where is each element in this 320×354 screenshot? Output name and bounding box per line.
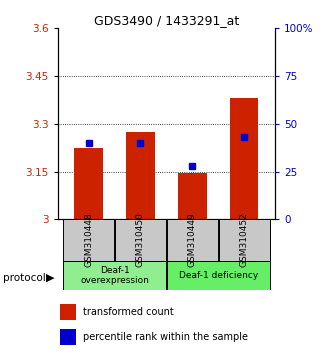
- Bar: [178, 173, 206, 219]
- Text: protocol: protocol: [3, 273, 46, 283]
- Text: Deaf-1 deficiency: Deaf-1 deficiency: [179, 271, 258, 280]
- Text: ▶: ▶: [46, 273, 55, 283]
- Bar: [63, 261, 166, 290]
- Bar: [115, 219, 166, 261]
- Text: transformed count: transformed count: [83, 307, 174, 317]
- Bar: [230, 98, 258, 219]
- Title: GDS3490 / 1433291_at: GDS3490 / 1433291_at: [94, 14, 239, 27]
- Bar: [75, 148, 103, 219]
- Bar: [60, 304, 76, 320]
- Text: GSM310450: GSM310450: [136, 212, 145, 268]
- Text: GSM310452: GSM310452: [240, 213, 249, 267]
- Bar: [219, 219, 269, 261]
- Bar: [167, 261, 269, 290]
- Bar: [167, 219, 218, 261]
- Text: GSM310448: GSM310448: [84, 213, 93, 267]
- Bar: [126, 132, 155, 219]
- Bar: [63, 219, 114, 261]
- Bar: [60, 329, 76, 345]
- Text: GSM310449: GSM310449: [188, 213, 197, 267]
- Text: Deaf-1
overexpression: Deaf-1 overexpression: [80, 266, 149, 285]
- Text: percentile rank within the sample: percentile rank within the sample: [83, 332, 248, 342]
